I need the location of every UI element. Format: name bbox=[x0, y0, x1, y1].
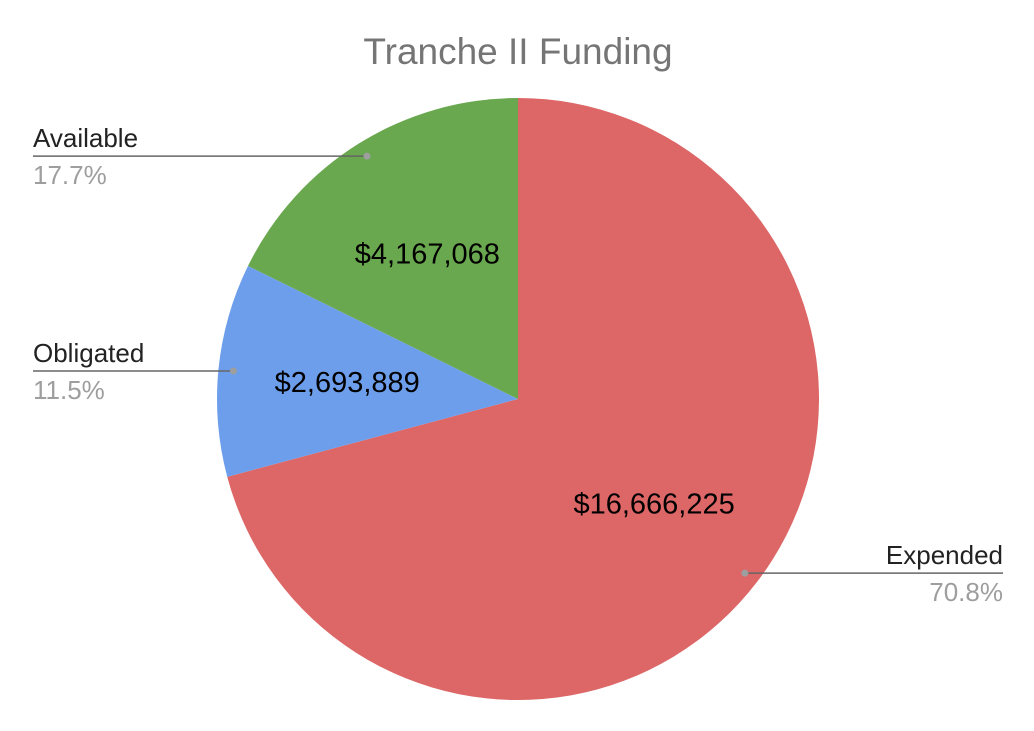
leader-dot bbox=[363, 152, 371, 160]
percent-label: 70.8% bbox=[929, 577, 1003, 607]
pie-slice bbox=[227, 98, 819, 700]
pie-slice bbox=[248, 97, 518, 399]
legend-label: Expended bbox=[886, 540, 1003, 570]
slice-value-label: $16,666,225 bbox=[573, 488, 734, 520]
pie-slice bbox=[217, 265, 518, 477]
percent-label: 11.5% bbox=[33, 375, 105, 405]
percent-label: 17.7% bbox=[33, 160, 107, 190]
slice-value-label: $2,693,889 bbox=[275, 367, 420, 399]
legend-label: Obligated bbox=[33, 338, 144, 368]
legend-label: Available bbox=[33, 123, 138, 153]
leader-dot bbox=[229, 367, 237, 375]
leader-dot bbox=[741, 569, 749, 577]
chart-title: Tranche II Funding bbox=[363, 31, 672, 72]
slice-value-label: $4,167,068 bbox=[355, 238, 500, 270]
